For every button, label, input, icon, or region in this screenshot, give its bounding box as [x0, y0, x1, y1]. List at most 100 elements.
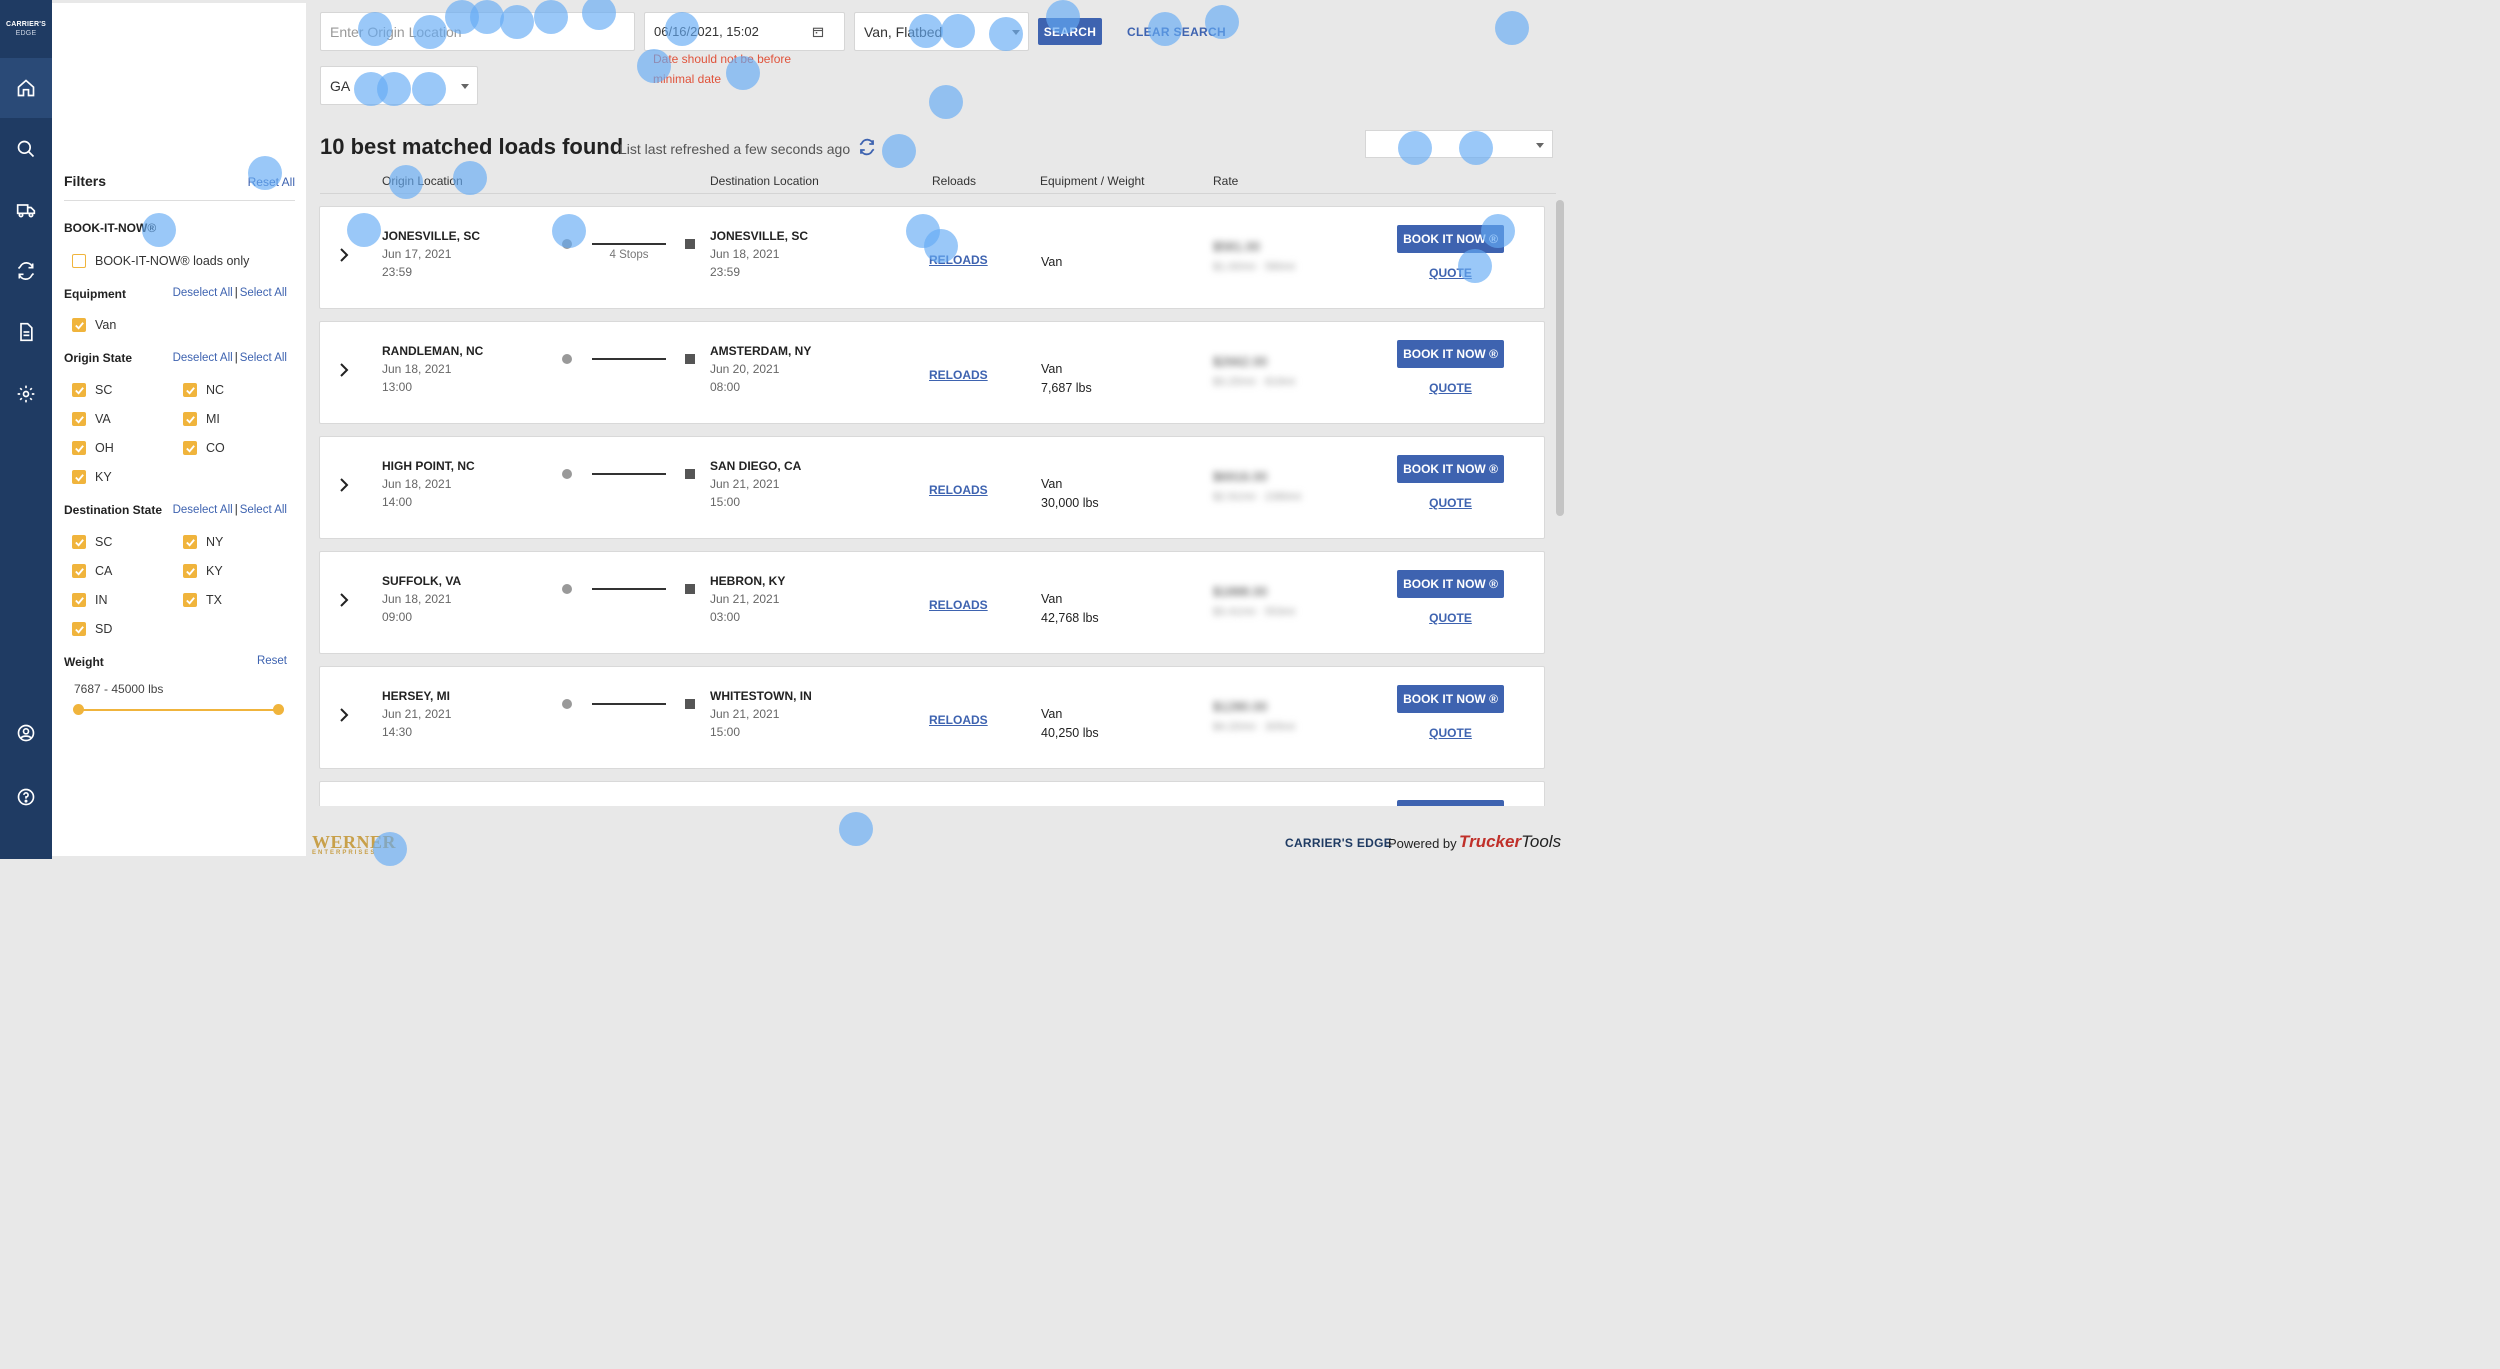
check-icon	[185, 386, 195, 395]
quote-link[interactable]: QUOTE	[1429, 611, 1472, 625]
destination-city: SAN DIEGO, CA	[710, 459, 802, 473]
checkbox-label: IN	[95, 593, 108, 607]
weight-slider-max-handle[interactable]	[273, 704, 284, 715]
quote-link[interactable]: QUOTE	[1429, 496, 1472, 510]
check-icon	[74, 321, 84, 330]
book-it-now-button[interactable]: BOOK IT NOW ®	[1397, 800, 1504, 806]
equipment-van-checkbox[interactable]: Van	[72, 318, 116, 332]
quote-link[interactable]: QUOTE	[1429, 726, 1472, 740]
state-checkbox-sc[interactable]: SC	[72, 383, 112, 397]
state-checkbox-va[interactable]: VA	[72, 412, 111, 426]
touch-indicator	[373, 832, 407, 866]
state-checkbox-ca[interactable]: CA	[72, 564, 112, 578]
nav-home[interactable]	[0, 58, 52, 118]
destination-select-all[interactable]: Select All	[239, 504, 287, 516]
checkbox-label: CO	[206, 441, 225, 455]
rate-value: $1280.00 $4.20/mi · 305mi	[1213, 697, 1295, 737]
state-checkbox-sc[interactable]: SC	[72, 535, 112, 549]
list-scrollbar[interactable]	[1556, 200, 1564, 516]
state-select-value: GA	[330, 77, 351, 94]
state-checkbox-ny[interactable]: NY	[183, 535, 223, 549]
state-checkbox-sd[interactable]: SD	[72, 622, 112, 636]
destination-time: 23:59	[710, 265, 741, 279]
state-checkbox-mi[interactable]: MI	[183, 412, 220, 426]
book-it-now-button[interactable]: BOOK IT NOW ®	[1397, 455, 1504, 483]
destination-marker	[685, 354, 695, 364]
last-refreshed-text: List last refreshed a few seconds ago	[619, 141, 851, 157]
checkbox-box	[72, 593, 86, 607]
col-header-equipment[interactable]: Equipment / Weight	[1040, 174, 1145, 188]
touch-indicator	[142, 213, 176, 247]
origin-deselect-all[interactable]: Deselect All	[172, 352, 233, 364]
state-checkbox-ky[interactable]: KY	[72, 470, 112, 484]
nav-loads[interactable]	[0, 180, 52, 240]
state-checkbox-oh[interactable]: OH	[72, 441, 114, 455]
load-row[interactable]: HERSEY, MI Jun 21, 2021 14:30 WHITESTOWN, I…	[319, 666, 1545, 769]
destination-deselect-all[interactable]: Deselect All	[172, 504, 233, 516]
checkbox-box	[183, 441, 197, 455]
nav-search[interactable]	[0, 119, 52, 179]
checkbox-box	[72, 383, 86, 397]
reloads-link[interactable]: RELOADS	[929, 713, 988, 727]
origin-select-all[interactable]: Select All	[239, 352, 287, 364]
book-it-now-button[interactable]: BOOK IT NOW ®	[1397, 340, 1504, 368]
load-row[interactable]: CIRCLEVILLE, OHAMSTERDAM, NYRELOADSBOOK …	[319, 781, 1545, 806]
equipment-weight: Van 30,000 lbs	[1041, 475, 1099, 513]
werner-logo-subtext: ENTERPRISES	[312, 850, 377, 856]
book-it-now-button[interactable]: BOOK IT NOW ®	[1397, 570, 1504, 598]
route-line	[592, 588, 666, 590]
equipment-deselect-all[interactable]: Deselect All	[172, 287, 233, 299]
search-icon	[17, 140, 35, 158]
nav-account[interactable]	[0, 703, 52, 763]
equipment-weight: Van 7,687 lbs	[1041, 360, 1092, 398]
origin-date: Jun 17, 2021	[382, 247, 452, 261]
touch-indicator	[941, 14, 975, 48]
checkbox-label: Van	[95, 318, 117, 332]
state-checkbox-co[interactable]: CO	[183, 441, 225, 455]
rate-value: $1888.00 $3.41/mi · 553mi	[1213, 582, 1295, 622]
checkbox-label: TX	[206, 593, 222, 607]
rate-per-mile: $3.25/mi · 819mi	[1213, 376, 1295, 388]
load-row[interactable]: HIGH POINT, NC Jun 18, 2021 14:00 SAN DIEGO…	[319, 436, 1545, 539]
route-line	[592, 703, 666, 705]
nav-reloads[interactable]	[0, 241, 52, 301]
col-header-rate[interactable]: Rate	[1213, 174, 1239, 188]
destination-city: HEBRON, KY	[710, 574, 786, 588]
rate-amount: $6916.00	[1213, 469, 1268, 484]
destination-marker	[685, 469, 695, 479]
origin-date: Jun 18, 2021	[382, 592, 452, 606]
refresh-icon[interactable]	[858, 138, 876, 156]
touch-indicator	[929, 85, 963, 119]
reloads-link[interactable]: RELOADS	[929, 598, 988, 612]
load-row[interactable]: RANDLEMAN, NC Jun 18, 2021 13:00 AMSTERDAM,…	[319, 321, 1545, 424]
state-checkbox-tx[interactable]: TX	[183, 593, 222, 607]
destination-city: WHITESTOWN, IN	[710, 689, 812, 703]
powered-by-text: Powered by	[1388, 836, 1457, 851]
state-checkbox-ky[interactable]: KY	[183, 564, 223, 578]
reloads-link[interactable]: RELOADS	[929, 483, 988, 497]
touch-indicator	[552, 214, 586, 248]
nav-help[interactable]	[0, 767, 52, 827]
col-header-reloads[interactable]: Reloads	[932, 174, 977, 188]
weight-slider-min-handle[interactable]	[73, 704, 84, 715]
bookitnow-only-checkbox[interactable]: BOOK-IT-NOW® loads only	[72, 254, 249, 268]
load-row[interactable]: SUFFOLK, VA Jun 18, 2021 09:00 HEBRON, KY Ju…	[319, 551, 1545, 654]
state-checkbox-nc[interactable]: NC	[183, 383, 224, 397]
book-it-now-button[interactable]: BOOK IT NOW ®	[1397, 685, 1504, 713]
nav-documents[interactable]	[0, 302, 52, 362]
check-icon	[185, 596, 195, 605]
weight-reset-link[interactable]: Reset	[256, 655, 287, 667]
refresh-icon	[17, 262, 35, 280]
col-header-destination[interactable]: Destination Location	[710, 174, 819, 188]
app-logo[interactable]: CARRIER'S EDGE	[0, 0, 52, 58]
logo-line1: CARRIER'S	[5, 21, 47, 28]
quote-link[interactable]: QUOTE	[1429, 381, 1472, 395]
weight-slider-track[interactable]	[78, 709, 278, 711]
equipment-section-title: Equipment	[64, 287, 126, 301]
nav-settings[interactable]	[0, 364, 52, 424]
reloads-link[interactable]: RELOADS	[929, 368, 988, 382]
state-checkbox-in[interactable]: IN	[72, 593, 108, 607]
weight-range-text: 7687 - 45000 lbs	[74, 682, 164, 696]
calendar-icon[interactable]	[812, 26, 824, 38]
equipment-select-all[interactable]: Select All	[239, 287, 287, 299]
